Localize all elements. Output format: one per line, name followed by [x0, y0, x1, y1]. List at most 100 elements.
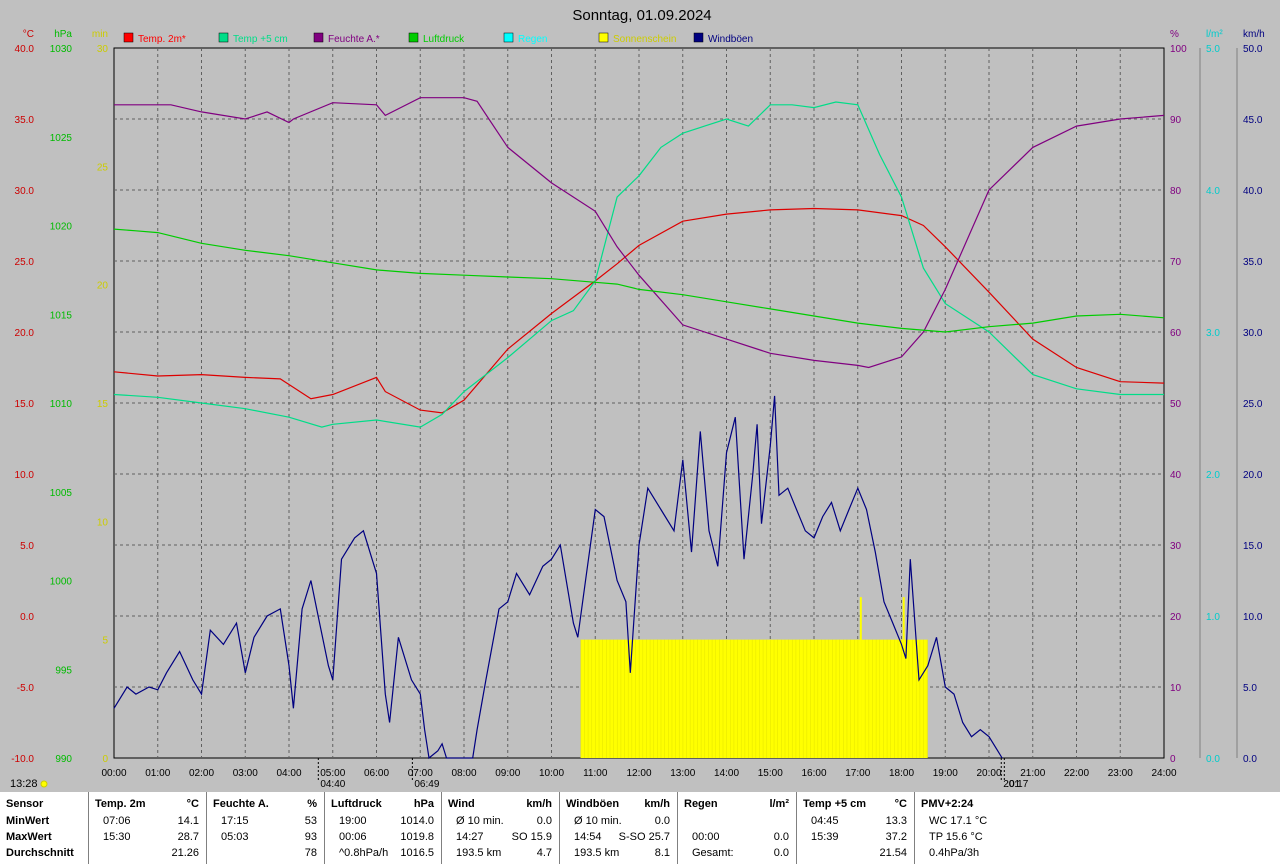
- humidity-axis-tick-label: 60: [1170, 328, 1182, 339]
- timestamp-label: 13:28: [10, 778, 38, 790]
- temp-axis-tick-label: 20.0: [15, 328, 35, 339]
- stats-cell-time: 14:27: [456, 831, 484, 843]
- rain-axis-tick-label: 0.0: [1206, 754, 1220, 765]
- stats-cell-value: 14.1: [177, 815, 199, 827]
- sunshine-axis-tick-label: 25: [97, 162, 109, 173]
- stats-cell-value: 13.3: [885, 815, 907, 827]
- x-tick-label: 10:00: [539, 768, 564, 779]
- stats-header: Temp. 2m: [95, 798, 146, 810]
- temp-axis-tick-label: 25.0: [15, 257, 35, 268]
- stats-cell-value: 37.2: [885, 831, 907, 843]
- wind-axis-tick-label: 15.0: [1243, 541, 1263, 552]
- x-tick-label: 20:00: [976, 768, 1001, 779]
- sunshine-bar: [580, 639, 928, 758]
- legend-label: Temp. 2m*: [138, 34, 186, 45]
- x-tick-label: 13:00: [670, 768, 695, 779]
- stats-cell-time: 04:45: [811, 815, 839, 827]
- stats-column: Sensor MinWert MaxWert Durchschnitt: [0, 792, 88, 864]
- stats-cell-time: Gesamt:: [692, 847, 734, 859]
- x-tick-label: 18:00: [889, 768, 914, 779]
- stats-cell-value: 93: [304, 831, 317, 843]
- humidity-axis-tick-label: 50: [1170, 399, 1182, 410]
- x-tick-label: 17:00: [845, 768, 870, 779]
- legend-swatch: [123, 32, 134, 43]
- stats-header: Sensor: [6, 798, 44, 810]
- stats-cell-value: S-SO 25.7: [618, 831, 670, 843]
- stats-cell-time: 193.5 km: [456, 847, 502, 859]
- stats-cell-time: 00:00: [692, 831, 720, 843]
- stats-cell-time: 17:15: [221, 815, 249, 827]
- grid-lines: [114, 48, 1164, 758]
- humidity-axis-tick-label: 80: [1170, 186, 1182, 197]
- legend-swatch: [503, 32, 514, 43]
- stats-cell-value: 4.7: [536, 847, 552, 859]
- humidity-axis-unit: %: [1170, 29, 1179, 40]
- x-tick-label: 08:00: [451, 768, 476, 779]
- stats-header: Wind: [448, 798, 475, 810]
- stats-unit: hPa: [413, 798, 434, 810]
- stats-cell-time: 14:54: [574, 831, 602, 843]
- stats-cell-value: 1016.5: [400, 847, 434, 859]
- temp-axis-tick-label: 40.0: [15, 44, 35, 55]
- rain-axis-tick-label: 4.0: [1206, 186, 1220, 197]
- temp-axis-tick-label: 5.0: [20, 541, 34, 552]
- marker-label: 06:49: [414, 779, 439, 790]
- stats-unit: l/m²: [769, 798, 789, 810]
- stats-column: Wind km/h Ø 10 min. 0.0 14:27 SO 15.9 193.5 km…: [441, 792, 560, 864]
- stats-cell-value: 78: [304, 847, 317, 859]
- pressure-axis-tick-label: 995: [55, 665, 72, 676]
- humidity-axis-tick-label: 40: [1170, 470, 1182, 481]
- stats-row-label: MaxWert: [6, 831, 52, 843]
- temp-axis-tick-label: -10.0: [11, 754, 34, 765]
- x-tick-label: 06:00: [364, 768, 389, 779]
- pressure-axis-tick-label: 1005: [50, 488, 73, 499]
- stats-column: Luftdruck hPa 19:00 1014.0 00:06 1019.8 ^0.8hP…: [324, 792, 442, 864]
- x-tick-label: 22:00: [1064, 768, 1089, 779]
- pressure-axis-tick-label: 1020: [50, 222, 73, 233]
- sunshine-axis-tick-label: 15: [97, 399, 109, 410]
- stats-header: Regen: [684, 798, 718, 810]
- wind-axis-tick-label: 25.0: [1243, 399, 1263, 410]
- x-tick-label: 05:00: [320, 768, 345, 779]
- stats-unit: km/h: [526, 798, 552, 810]
- stats-column: PMV+2:24 WC 17.1 °C TP 15.6 °C 0.4hPa/3h: [914, 792, 1035, 864]
- x-tick-label: 07:00: [408, 768, 433, 779]
- sunshine-axis-tick-label: 20: [97, 281, 109, 292]
- sunshine-axis-tick-label: 5: [102, 636, 108, 647]
- statistics-table: Sensor MinWert MaxWert Durchschnitt Temp. 2m…: [0, 792, 1280, 864]
- legend-swatch: [313, 32, 324, 43]
- x-tick-label: 14:00: [714, 768, 739, 779]
- legend: Temp. 2m* Temp +5 cm Feuchte A.* Luftdruck R…: [123, 32, 753, 45]
- stats-header: Feuchte A.: [213, 798, 269, 810]
- stats-cell-value: 0.0: [773, 847, 789, 859]
- stats-cell-time: 07:06: [103, 815, 131, 827]
- x-tick-label: 16:00: [801, 768, 826, 779]
- legend-label: Luftdruck: [423, 34, 465, 45]
- x-tick-label: 12:00: [626, 768, 651, 779]
- stats-column: Temp +5 cm °C 04:45 13.3 15:39 37.2 21.54: [796, 792, 915, 864]
- stats-cell-value: 21.54: [879, 847, 907, 859]
- pressure-axis-tick-label: 1015: [50, 310, 73, 321]
- stats-header: Luftdruck: [331, 798, 382, 810]
- stats-cell-value: 0.0: [654, 815, 670, 827]
- stats-cell-time: Ø 10 min.: [456, 815, 504, 827]
- marker-label: 20:17: [1003, 779, 1028, 790]
- x-tick-label: 00:00: [101, 768, 126, 779]
- legend-swatch: [598, 32, 609, 43]
- legend-label: Sonnenschein: [613, 34, 676, 45]
- temp-axis-tick-label: 0.0: [20, 612, 34, 623]
- humidity-axis-tick-label: 0: [1170, 754, 1176, 765]
- weather-chart: Sonntag, 01.09.2024 °C 40.0 35.0 30.0 25.0 20…: [10, 7, 1265, 790]
- pressure-axis-tick-label: 1025: [50, 133, 73, 144]
- series-feuchte-a: [114, 97, 1165, 369]
- x-tick-label: 23:00: [1108, 768, 1133, 779]
- humidity-axis-tick-label: 70: [1170, 257, 1182, 268]
- marker-label: :01: [1006, 779, 1020, 790]
- temp-axis-tick-label: 10.0: [15, 470, 35, 481]
- sunshine-axis-tick-label: 30: [97, 44, 109, 55]
- x-tick-label: 24:00: [1151, 768, 1176, 779]
- stats-unit: °C: [186, 798, 199, 810]
- wind-axis-tick-label: 5.0: [1243, 683, 1257, 694]
- series-windb-en: [113, 395, 1003, 760]
- stats-cell-value: 21.26: [171, 847, 199, 859]
